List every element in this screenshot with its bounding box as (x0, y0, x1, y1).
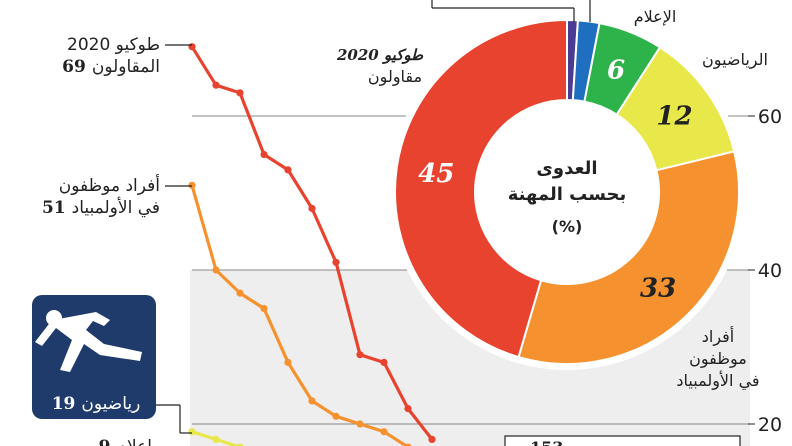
donut-value-4: 33 (640, 274, 676, 304)
staff-value: 51 (42, 198, 66, 218)
running-athlete-icon (35, 310, 142, 372)
series-1-point-8 (380, 428, 388, 436)
donut-slice-5 (394, 18, 568, 359)
line-series (188, 43, 436, 446)
series-0-point-5 (308, 204, 316, 212)
series-line-2 (191, 430, 242, 446)
donut-value-2: 6 (607, 55, 625, 85)
pie-label-staff-3: في الأولمبياد (676, 370, 759, 391)
bottom-total-value: 153 (530, 438, 563, 446)
contractors-title: طوكيو 2020 (67, 35, 160, 55)
pie-label-staff-2: موظفون (689, 349, 747, 369)
series-1-point-2 (236, 289, 244, 297)
contractors-value: 69 (62, 57, 86, 77)
athletes-value: 19 (52, 394, 76, 414)
series-1-point-1 (212, 266, 220, 274)
athletes-caption: 19 رياضيون (52, 394, 141, 414)
pie-label-staff-1: أفراد (702, 326, 735, 347)
series-1-point-5 (308, 397, 316, 405)
series-1-point-9 (404, 443, 412, 446)
athletes-icon-box: 19 رياضيون (32, 295, 192, 434)
series-1 (188, 181, 412, 446)
y-axis-ticks: 20 40 60 (748, 106, 782, 436)
series-2-point-0 (188, 428, 196, 436)
series-0-point-7 (356, 351, 364, 359)
series-2 (188, 428, 244, 446)
staff-line2: 51 في الأولمبياد (42, 197, 160, 218)
pie-label-media: الإعلام (634, 7, 677, 26)
ytick-label-20: 20 (758, 414, 782, 436)
contractors-name: المقاولون (92, 57, 160, 77)
media-caption: 9 إعلام (99, 437, 152, 446)
donut-title: العدوى (536, 158, 597, 179)
staff-label: أفراد موظفون 51 في الأولمبياد (42, 174, 192, 218)
series-1-point-6 (332, 412, 340, 420)
staff-title: أفراد موظفون (59, 174, 160, 196)
pie-label-contractors-2: مقاولون (368, 67, 422, 87)
donut-slice-4 (517, 150, 740, 365)
series-0-point-0 (188, 43, 196, 51)
contractors-label: طوكيو 2020 69 المقاولون (62, 35, 192, 77)
series-0 (188, 43, 436, 443)
donut-unit: (%) (552, 217, 583, 236)
series-0-point-2 (236, 89, 244, 97)
ytick-label-60: 60 (758, 106, 782, 128)
series-0-point-6 (332, 258, 340, 266)
media-value: 9 (99, 437, 111, 446)
pie-label-athletes: الرياضيون (702, 50, 768, 70)
series-0-point-9 (404, 405, 412, 413)
ytick-label-40: 40 (758, 260, 782, 282)
contractors-line2: 69 المقاولون (62, 57, 160, 77)
series-0-point-3 (260, 150, 268, 159)
series-1-point-4 (284, 358, 292, 366)
pie-label-contractors-1: طوكيو 2020 (336, 46, 424, 64)
series-0-point-10 (428, 435, 436, 443)
series-0-point-8 (380, 358, 388, 366)
donut-value-5: 45 (418, 159, 454, 189)
series-2-point-1 (212, 435, 220, 443)
athletes-name: رياضيون (81, 394, 140, 414)
bottom-total-box (504, 435, 741, 446)
donut-value-3: 12 (656, 101, 692, 131)
series-1-point-7 (356, 420, 364, 428)
series-1-point-3 (260, 304, 268, 313)
series-2-point-2 (236, 443, 244, 446)
series-0-point-1 (212, 81, 220, 89)
media-name: إعلام (116, 437, 152, 446)
donut-subtitle: بحسب المهنة (508, 184, 627, 205)
series-1-point-0 (188, 181, 196, 189)
staff-name: في الأولمبياد (72, 197, 160, 218)
series-0-point-4 (284, 166, 292, 174)
donut-chart: 6 12 33 45 (394, 18, 740, 365)
